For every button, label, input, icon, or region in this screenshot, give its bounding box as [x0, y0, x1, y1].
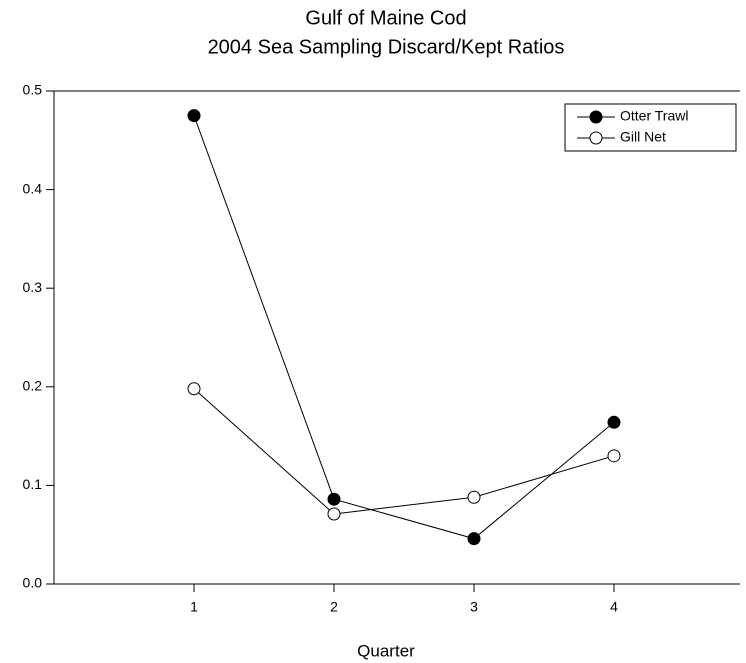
y-tick-label: 0.0 — [23, 575, 43, 591]
legend-label: Otter Trawl — [620, 108, 688, 124]
data-point — [327, 507, 341, 521]
data-point — [607, 415, 621, 429]
chart-subtitle: 2004 Sea Sampling Discard/Kept Ratios — [208, 36, 565, 58]
x-tick-label: 1 — [190, 599, 198, 615]
chart-title: Gulf of Maine Cod — [305, 7, 466, 29]
data-point — [607, 449, 621, 463]
y-tick-label: 0.5 — [23, 82, 43, 98]
legend-marker — [589, 131, 603, 145]
x-tick-label: 2 — [330, 599, 338, 615]
data-point — [187, 109, 201, 123]
x-tick-label: 4 — [610, 599, 618, 615]
x-axis-label: Quarter — [357, 641, 415, 660]
data-point — [327, 492, 341, 506]
x-tick-label: 3 — [470, 599, 478, 615]
y-tick-label: 0.2 — [23, 378, 43, 394]
legend-marker — [589, 110, 603, 124]
data-point — [187, 382, 201, 396]
series-line — [193, 388, 615, 515]
y-tick-label: 0.1 — [23, 476, 43, 492]
y-tick-label: 0.3 — [23, 279, 43, 295]
y-tick-label: 0.4 — [23, 180, 43, 196]
series-line — [193, 115, 615, 540]
legend-label: Gill Net — [620, 129, 666, 145]
data-point — [467, 490, 481, 504]
data-point — [467, 532, 481, 546]
